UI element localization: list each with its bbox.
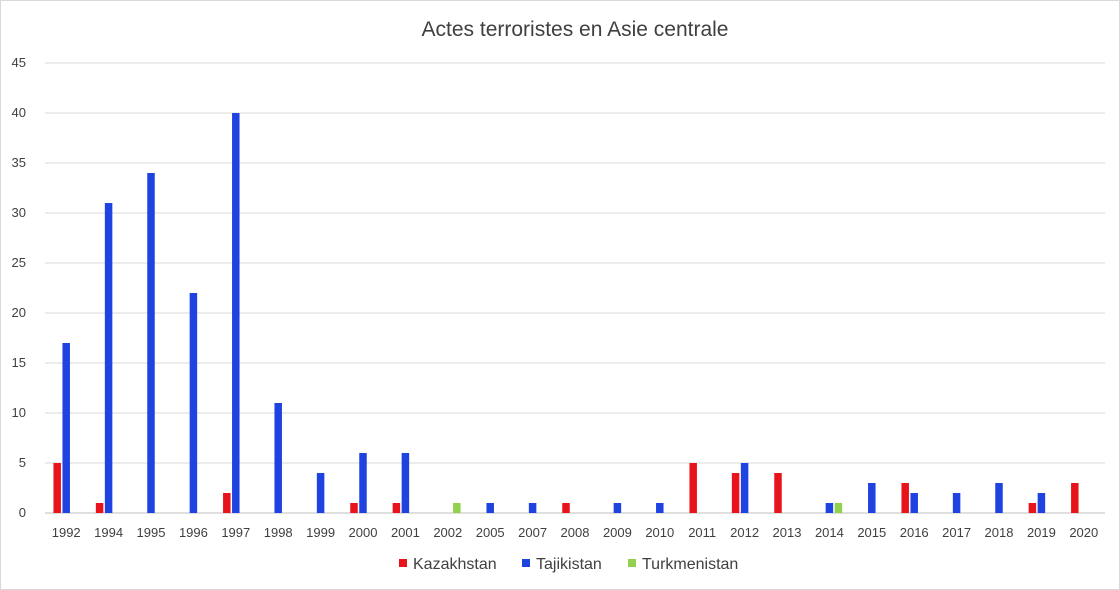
bar-tajikistan-1999 (316, 473, 325, 513)
bar-tajikistan-2000 (359, 453, 367, 513)
x-tick-label: 1994 (94, 525, 123, 540)
bar-tajikistan-1994 (104, 203, 113, 513)
bar-kazakhstan-2008 (562, 503, 570, 513)
bar-turkmenistan-2014 (834, 503, 843, 513)
x-tick-label: 2001 (391, 525, 420, 540)
legend-label-kazakhstan: Kazakhstan (413, 556, 497, 573)
bar-kazakhstan-2020 (1071, 483, 1079, 513)
x-tick-label: 2020 (1069, 525, 1098, 540)
x-tick-label: 2014 (815, 525, 844, 540)
bar-tajikistan-2015 (868, 483, 876, 513)
y-tick-label: 10 (12, 405, 26, 420)
x-tick-label: 2008 (561, 525, 590, 540)
bar-tajikistan-2014 (825, 503, 834, 513)
x-tick-label: 2017 (942, 525, 971, 540)
y-tick-label: 0 (19, 505, 26, 520)
y-tick-label: 30 (12, 205, 26, 220)
bar-kazakhstan-2016 (901, 483, 909, 513)
bar-kazakhstan-2012 (731, 473, 740, 513)
bar-tajikistan-2018 (995, 483, 1003, 513)
y-tick-label: 15 (12, 355, 26, 370)
bar-tajikistan-2017 (952, 493, 961, 513)
chart-title: Actes terroristes en Asie centrale (422, 18, 729, 41)
x-tick-label: 2012 (730, 525, 759, 540)
x-tick-label: 1999 (306, 525, 335, 540)
bar-tajikistan-1998 (274, 403, 282, 513)
y-tick-label: 35 (12, 155, 26, 170)
x-tick-label: 1996 (179, 525, 208, 540)
x-tick-label: 1992 (52, 525, 81, 540)
bar-tajikistan-2009 (613, 503, 622, 513)
bar-kazakhstan-2011 (689, 463, 697, 513)
bar-tajikistan-2016 (910, 493, 918, 513)
bar-tajikistan-2019 (1037, 493, 1046, 513)
bar-turkmenistan-2002 (453, 503, 461, 513)
x-tick-label: 2009 (603, 525, 632, 540)
legend-swatch-turkmenistan (628, 559, 636, 567)
y-tick-label: 25 (12, 255, 26, 270)
x-tick-label: 2013 (773, 525, 802, 540)
x-tick-label: 2018 (985, 525, 1014, 540)
legend-label-tajikistan: Tajikistan (536, 556, 602, 573)
y-axis-ticks: 0 5 10 15 20 25 30 35 40 45 (12, 55, 26, 520)
bar-kazakhstan-1994 (95, 503, 104, 513)
x-tick-label: 2019 (1027, 525, 1056, 540)
legend-swatch-tajikistan (522, 559, 530, 567)
x-tick-label: 2002 (433, 525, 462, 540)
gridlines (45, 62, 1105, 514)
bar-tajikistan-1992 (62, 343, 70, 513)
bars (53, 113, 1079, 513)
x-tick-label: 2005 (476, 525, 505, 540)
bar-tajikistan-1996 (189, 293, 198, 513)
bar-kazakhstan-2019 (1028, 503, 1037, 513)
x-tick-label: 2015 (857, 525, 886, 540)
x-tick-label: 2007 (518, 525, 547, 540)
y-tick-label: 40 (12, 105, 26, 120)
x-tick-label: 1997 (221, 525, 250, 540)
bar-tajikistan-2007 (528, 503, 537, 513)
bar-kazakhstan-2000 (350, 503, 358, 513)
x-tick-label: 2011 (688, 525, 716, 540)
x-tick-label: 1995 (137, 525, 166, 540)
bar-tajikistan-1995 (147, 173, 155, 513)
x-tick-label: 1998 (264, 525, 293, 540)
x-tick-label: 2010 (645, 525, 674, 540)
bar-tajikistan-2001 (401, 453, 410, 513)
bar-tajikistan-2010 (656, 503, 664, 513)
bar-kazakhstan-1992 (53, 463, 61, 513)
x-tick-label: 2000 (349, 525, 378, 540)
bar-tajikistan-2012 (740, 463, 749, 513)
bar-tajikistan-2005 (486, 503, 494, 513)
bar-kazakhstan-2001 (392, 503, 401, 513)
x-tick-label: 2016 (900, 525, 929, 540)
legend-swatch-kazakhstan (399, 559, 407, 567)
bar-kazakhstan-2013 (774, 473, 782, 513)
x-axis-ticks: 1992 1994 1995 1996 1997 1998 1999 2000 2001 2002… (52, 525, 1099, 540)
legend-label-turkmenistan: Turkmenistan (642, 556, 738, 573)
y-tick-label: 5 (19, 455, 26, 470)
bar-tajikistan-1997 (232, 113, 240, 513)
legend: Kazakhstan Tajikistan Turkmenistan (399, 556, 738, 573)
bar-kazakhstan-1997 (223, 493, 231, 513)
y-tick-label: 45 (12, 55, 26, 70)
y-tick-label: 20 (12, 305, 26, 320)
